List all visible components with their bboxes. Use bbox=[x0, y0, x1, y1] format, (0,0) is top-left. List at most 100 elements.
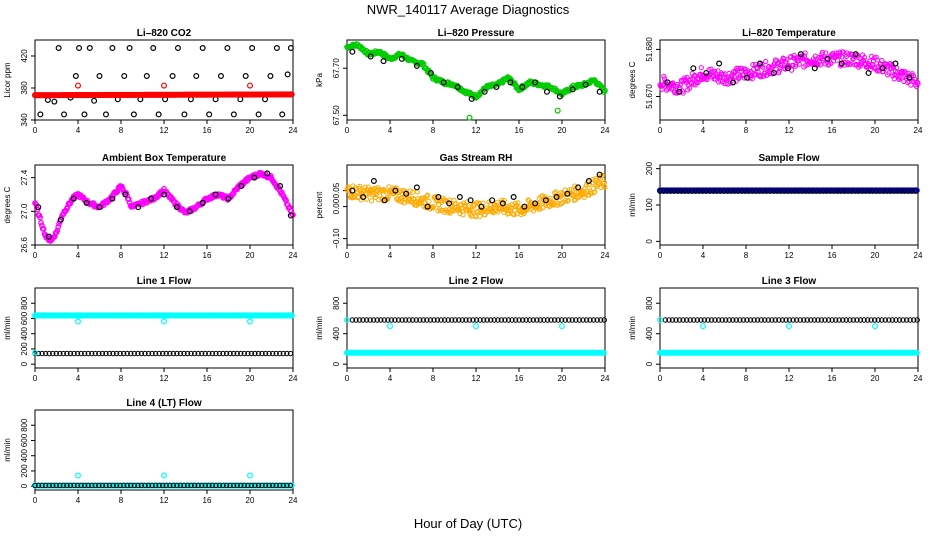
data-point bbox=[381, 187, 388, 194]
data-point bbox=[793, 317, 800, 323]
data-point bbox=[829, 317, 835, 323]
x-tick-label: 20 bbox=[246, 374, 255, 383]
data-point bbox=[74, 482, 81, 489]
data-point bbox=[216, 350, 223, 357]
data-point bbox=[92, 350, 99, 357]
data-point bbox=[777, 188, 784, 194]
data-point bbox=[473, 317, 480, 323]
data-point bbox=[699, 323, 706, 330]
data-point bbox=[820, 188, 826, 194]
data-point bbox=[216, 482, 223, 489]
data-point bbox=[499, 197, 505, 203]
data-point bbox=[138, 482, 145, 489]
data-point bbox=[570, 191, 576, 198]
data-point bbox=[213, 482, 219, 489]
y-axis-label: ml/min bbox=[315, 316, 324, 340]
data-point bbox=[184, 482, 191, 489]
data-point bbox=[484, 317, 490, 323]
data-point bbox=[834, 188, 841, 194]
data-point bbox=[852, 51, 859, 58]
data-point bbox=[478, 209, 484, 215]
data-point bbox=[402, 317, 409, 323]
data-point bbox=[407, 188, 413, 194]
data-point bbox=[518, 211, 524, 218]
data-point bbox=[824, 188, 830, 194]
data-point bbox=[456, 317, 462, 323]
data-point bbox=[259, 482, 265, 489]
data-point bbox=[559, 200, 565, 207]
data-point bbox=[850, 317, 857, 323]
x-tick-label: 8 bbox=[744, 126, 749, 135]
data-point bbox=[385, 194, 391, 200]
data-point bbox=[687, 85, 693, 91]
data-point bbox=[542, 197, 549, 204]
data-point bbox=[781, 188, 787, 194]
data-point bbox=[181, 482, 187, 489]
data-point bbox=[38, 219, 44, 226]
data-point bbox=[145, 482, 152, 489]
data-point bbox=[914, 317, 920, 323]
data-point bbox=[287, 212, 294, 219]
data-point bbox=[64, 482, 70, 489]
data-point bbox=[381, 317, 388, 323]
data-point bbox=[99, 482, 106, 489]
data-point bbox=[744, 317, 750, 323]
data-point bbox=[381, 197, 388, 204]
panel-title: Li–820 Temperature bbox=[742, 28, 836, 39]
data-point bbox=[266, 350, 272, 357]
y-tick-label: 0 bbox=[20, 483, 29, 488]
data-point bbox=[510, 194, 517, 201]
data-point bbox=[749, 188, 755, 194]
data-point bbox=[387, 323, 394, 330]
data-point bbox=[169, 72, 176, 79]
data-point bbox=[809, 188, 816, 194]
x-tick-label: 12 bbox=[160, 374, 169, 383]
data-point bbox=[661, 73, 667, 79]
x-tick-label: 0 bbox=[33, 126, 38, 135]
data-point bbox=[554, 107, 561, 114]
data-point bbox=[379, 188, 386, 194]
data-point bbox=[889, 317, 896, 323]
data-point bbox=[765, 317, 771, 323]
data-point bbox=[575, 184, 582, 191]
x-tick-label: 0 bbox=[345, 251, 350, 260]
data-point bbox=[120, 482, 127, 489]
data-point bbox=[46, 482, 52, 489]
x-tick-label: 20 bbox=[558, 126, 567, 135]
data-point bbox=[152, 350, 159, 357]
x-tick-label: 16 bbox=[203, 126, 212, 135]
x-tick-label: 8 bbox=[119, 374, 124, 383]
data-point bbox=[845, 188, 851, 194]
x-tick-label: 8 bbox=[744, 251, 749, 260]
data-point bbox=[758, 74, 764, 80]
y-tick-label: 200 bbox=[20, 464, 29, 478]
data-point bbox=[378, 317, 384, 323]
data-point bbox=[449, 203, 455, 209]
data-point bbox=[666, 317, 672, 323]
data-point bbox=[156, 482, 162, 489]
data-point bbox=[466, 114, 473, 121]
data-point bbox=[50, 482, 56, 489]
data-point bbox=[815, 317, 821, 323]
data-point bbox=[385, 196, 391, 202]
data-point bbox=[370, 178, 377, 185]
x-tick-label: 20 bbox=[871, 374, 880, 383]
data-point bbox=[42, 482, 49, 489]
data-point bbox=[912, 188, 919, 194]
data-point bbox=[255, 482, 262, 489]
data-point bbox=[871, 323, 878, 330]
data-point bbox=[131, 350, 138, 357]
data-point bbox=[570, 192, 576, 198]
y-axis-label: percent bbox=[315, 191, 324, 218]
data-point bbox=[96, 350, 102, 357]
data-point bbox=[399, 199, 405, 205]
data-point bbox=[45, 233, 52, 240]
data-point bbox=[121, 72, 128, 79]
data-point bbox=[431, 317, 437, 323]
data-point bbox=[865, 69, 872, 76]
data-point bbox=[130, 111, 137, 118]
data-point bbox=[534, 317, 540, 323]
data-point bbox=[673, 317, 679, 323]
data-point bbox=[247, 318, 254, 325]
data-point bbox=[687, 317, 693, 323]
